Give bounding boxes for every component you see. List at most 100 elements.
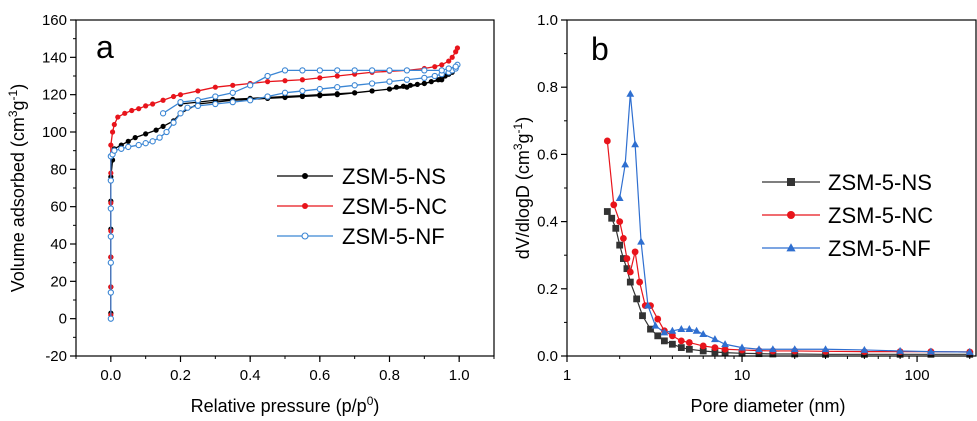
data-point <box>449 54 455 60</box>
data-point <box>414 81 420 87</box>
data-point <box>143 103 149 109</box>
data-point <box>439 77 445 83</box>
data-point <box>438 67 445 74</box>
y-tick-label: 60 <box>50 199 67 216</box>
legend-item: ZSM-5-NF <box>762 236 931 261</box>
legend-label: ZSM-5-NC <box>828 203 933 228</box>
y-tick-label: 0 <box>59 311 67 328</box>
data-point <box>404 84 410 90</box>
data-point <box>156 134 163 141</box>
data-point <box>107 205 114 212</box>
data-point <box>109 129 116 135</box>
data-point <box>685 339 693 346</box>
data-point <box>692 326 701 334</box>
data-point <box>334 73 340 79</box>
data-point <box>612 224 620 232</box>
data-point <box>860 345 869 353</box>
data-point <box>623 265 631 273</box>
panel-a-label: a <box>96 29 114 65</box>
y-tick-label: 120 <box>42 87 67 104</box>
y-tick-label: 1.0 <box>537 12 558 29</box>
x-tick-label: 0.2 <box>170 367 191 384</box>
data-point <box>281 89 289 96</box>
data-point <box>421 67 428 74</box>
data-point <box>107 259 114 266</box>
legend-label: ZSM-5-NC <box>342 194 447 219</box>
data-point <box>194 102 202 110</box>
panel-b-pore-size-distribution: 1 10 100 0.0 0.2 0.4 0.6 0.8 1.0 b Pore diamete… <box>511 12 977 416</box>
panel-b-legend: ZSM-5-NS ZSM-5-NC ZSM-5-NF <box>762 170 933 261</box>
data-point <box>631 248 639 256</box>
x-tick-label: 10 <box>734 367 751 384</box>
series-zsm-5-nf <box>107 61 461 322</box>
legend-label: ZSM-5-NF <box>828 236 931 261</box>
data-point <box>699 330 708 338</box>
data-point <box>446 58 452 64</box>
data-point <box>368 67 376 74</box>
data-point <box>647 325 654 333</box>
data-point <box>108 142 114 148</box>
data-point <box>160 123 166 129</box>
legend-label: ZSM-5-NS <box>828 170 932 195</box>
data-point <box>334 91 340 97</box>
data-point <box>668 340 676 348</box>
y-tick-label: 160 <box>42 12 67 29</box>
data-point <box>428 79 434 85</box>
x-tick-label: 0.0 <box>100 367 121 384</box>
data-point <box>608 214 616 222</box>
data-point <box>651 321 660 329</box>
series-line <box>619 93 970 353</box>
y-tick-label: 0.8 <box>537 79 558 96</box>
legend-item: ZSM-5-NS <box>762 170 932 195</box>
y-tick-label: 140 <box>42 49 67 66</box>
data-point <box>711 344 719 351</box>
data-point <box>264 93 271 100</box>
panel-a-legend: ZSM-5-NS ZSM-5-NC ZSM-5-NF <box>277 164 447 249</box>
data-point <box>738 343 746 351</box>
data-point <box>699 347 707 355</box>
legend-marker <box>301 232 309 240</box>
data-point <box>316 67 323 74</box>
series-zsm-5-nf <box>615 89 974 355</box>
data-point <box>431 72 438 80</box>
data-point <box>212 100 219 108</box>
data-point <box>445 65 452 72</box>
data-point <box>118 145 125 152</box>
legend-item: ZSM-5-NS <box>277 164 446 189</box>
data-point <box>660 337 668 345</box>
data-point <box>143 131 149 137</box>
data-point <box>107 315 114 322</box>
data-point <box>264 79 271 85</box>
data-point <box>159 110 167 117</box>
x-tick-label: 100 <box>905 367 930 384</box>
data-point <box>107 233 114 240</box>
x-tick-label: 0.6 <box>309 367 330 384</box>
data-point <box>107 177 114 184</box>
data-point <box>317 92 323 98</box>
data-point <box>184 104 191 111</box>
panel-a-y-axis-label: Volume adsorbed (cm3g-1) <box>6 84 28 292</box>
data-point <box>721 340 729 348</box>
data-point <box>247 82 254 89</box>
series-line <box>110 64 459 319</box>
y-tick-label: 100 <box>42 124 67 141</box>
data-point <box>619 235 627 242</box>
data-point <box>790 345 799 353</box>
data-point <box>616 218 624 226</box>
data-point <box>677 344 685 351</box>
data-point <box>230 82 236 88</box>
data-point <box>603 208 611 215</box>
data-point <box>654 315 662 323</box>
data-point <box>334 84 341 91</box>
data-point <box>631 140 640 148</box>
data-point <box>107 289 114 296</box>
data-point <box>636 278 644 286</box>
data-point <box>368 80 376 87</box>
data-point <box>195 88 201 94</box>
data-point <box>149 138 156 145</box>
data-point <box>194 97 202 104</box>
data-point <box>281 67 289 74</box>
data-point <box>821 345 830 353</box>
x-tick-label: 0.4 <box>240 367 261 384</box>
